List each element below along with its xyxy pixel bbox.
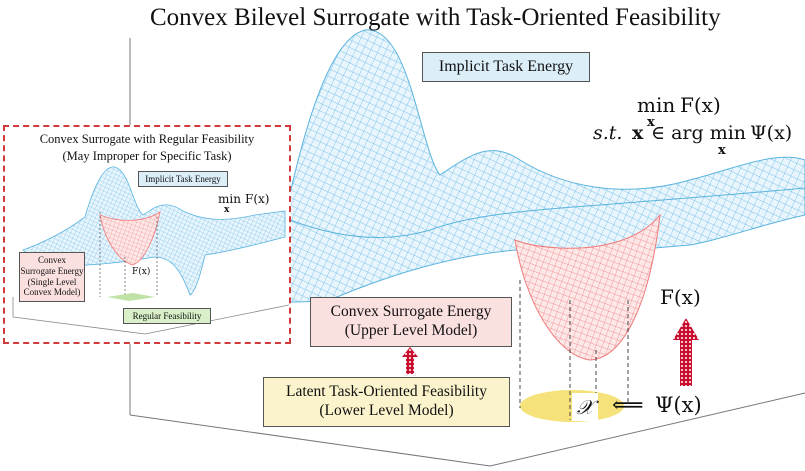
convex-surrogate-line2: (Upper Level Model): [344, 322, 478, 340]
inset-projection-lines: [99, 212, 158, 297]
inset-min-var: x: [224, 205, 230, 215]
inset-title: Convex Surrogate with Regular Feasibilit…: [5, 131, 289, 165]
convex-surrogate-surface: [514, 213, 661, 361]
convex-surrogate-line1: Convex Surrogate Energy: [330, 303, 492, 320]
inset-min: min: [218, 192, 241, 206]
arrow-symbol: ⟸: [612, 393, 644, 418]
objective-min-text: min: [637, 93, 676, 117]
diagram-title: Convex Bilevel Surrogate with Task-Orien…: [150, 4, 721, 31]
inset-title-line1: Convex Surrogate with Regular Feasibilit…: [39, 132, 255, 146]
convex-surrogate-energy-box: Convex Surrogate Energy (Upper Level Mod…: [310, 297, 512, 347]
X-label-box: 𝒳: [572, 393, 598, 421]
objective-fn: F(x): [680, 93, 721, 117]
inset-convex-surrogate-box: Convex Surrogate Energy (Single Level Co…: [19, 252, 85, 302]
latent-line2: (Lower Level Model): [319, 402, 454, 420]
inset-regular-feasibility-label: Regular Feasibility: [123, 308, 211, 324]
inset-title-line2: (May Improper for Specific Task): [62, 148, 232, 163]
latent-feasibility-box: Latent Task-Oriented Feasibility (Lower …: [263, 377, 510, 427]
inset-min-fn: F(x): [245, 192, 270, 206]
constraint-in: ∈ arg min: [651, 122, 747, 144]
upward-arrows: [402, 318, 699, 386]
psi-label: Ψ(x): [655, 393, 702, 417]
constraint-min-var: x: [718, 143, 726, 158]
constraint-fn: Ψ(x): [750, 122, 793, 144]
inset-graphics: [12, 166, 289, 335]
inset-axes: [12, 297, 289, 335]
objective-min: min: [637, 93, 675, 117]
regular-feasibility-inset: Convex Surrogate with Regular Feasibilit…: [3, 125, 291, 344]
main-F-label: F(x): [660, 285, 701, 309]
objective-min-var: x: [647, 115, 655, 130]
implicit-task-energy-label: Implicit Task Energy: [422, 52, 590, 82]
inset-convex-line1: Convex: [38, 255, 66, 265]
X-label: 𝒳: [576, 395, 594, 419]
inset-feasibility-region: [107, 293, 155, 301]
inset-convex-line3: (Single Level: [27, 276, 77, 287]
inset-F-label: F(x): [132, 267, 151, 277]
constraint-prefix: s.t.: [593, 122, 623, 144]
constraint-var: x: [632, 122, 644, 144]
inset-convex-line4: Convex Model): [23, 287, 81, 298]
inset-implicit-task-energy-label: Implicit Task Energy: [138, 171, 228, 187]
inset-convex-line2: Surrogate Energy: [20, 265, 84, 276]
latent-line1: Latent Task-Oriented Feasibility: [286, 383, 487, 400]
